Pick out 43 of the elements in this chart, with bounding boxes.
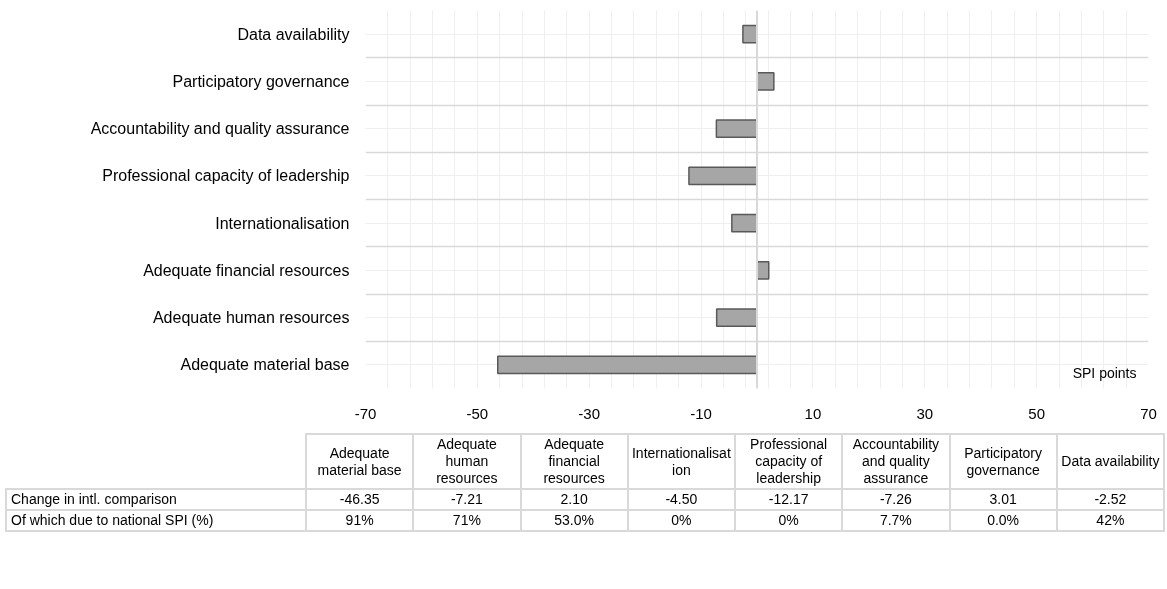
y-tick-label: Adequate material base xyxy=(180,356,350,374)
y-tick-label: Adequate financial resources xyxy=(143,261,350,279)
y-tick-label: Professional capacity of leadership xyxy=(102,167,350,185)
text: 71% xyxy=(413,510,521,531)
category-label: Adequate financial resources xyxy=(543,436,605,486)
text: 7.7% xyxy=(842,510,950,531)
x-tick-label: 70 xyxy=(1140,404,1157,422)
x-tick-label: 30 xyxy=(916,404,934,422)
x-tick-label: -50 xyxy=(466,404,489,422)
category-label: Adequate human resources xyxy=(436,436,498,486)
text: 2.10 xyxy=(520,489,628,510)
text: 53.0% xyxy=(520,510,628,531)
text: 0% xyxy=(735,510,843,531)
text: Change in intl. comparison xyxy=(6,489,306,510)
category-label: Participatory governance xyxy=(964,444,1043,478)
text: Of which due to national SPI (%) xyxy=(6,510,306,531)
category-label: Data availability xyxy=(1061,453,1160,469)
y-tick-label: Adequate human resources xyxy=(152,309,350,327)
x-tick-label: -30 xyxy=(578,404,601,422)
category-label: Professional capacity of leadership xyxy=(750,436,828,486)
category-label: Accountability and quality assurance xyxy=(852,436,940,486)
annotation: SPI points xyxy=(1072,364,1137,381)
y-tick-label: Participatory governance xyxy=(172,72,350,90)
text: -4.50 xyxy=(627,489,735,510)
text: 0% xyxy=(627,510,735,531)
text: -12.17 xyxy=(735,489,843,510)
x-tick-label: -70 xyxy=(354,404,377,422)
y-tick-label: Internationalisation xyxy=(215,214,350,232)
y-tick-label: Data availability xyxy=(237,25,350,43)
text: -7.26 xyxy=(842,489,950,510)
text: -2.52 xyxy=(1056,489,1164,510)
text: -46.35 xyxy=(306,489,414,510)
text: 0.0% xyxy=(949,510,1057,531)
x-tick-label: 10 xyxy=(804,404,822,422)
category-label: Adequate material base xyxy=(317,444,402,478)
x-tick-label: 50 xyxy=(1028,404,1045,422)
text: 3.01 xyxy=(949,489,1057,510)
text: -7.21 xyxy=(413,489,521,510)
x-tick-label: -10 xyxy=(690,404,712,422)
text: 42% xyxy=(1056,510,1164,531)
text: 91% xyxy=(306,510,414,531)
category-label: Internationalisation xyxy=(631,444,731,478)
y-tick-label: Accountability and quality assurance xyxy=(90,120,350,138)
